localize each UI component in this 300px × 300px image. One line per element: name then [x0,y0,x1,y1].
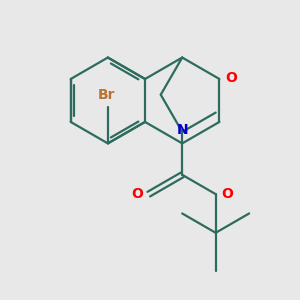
Text: O: O [222,187,233,201]
Text: O: O [225,71,237,85]
Text: Br: Br [98,88,115,102]
Text: N: N [176,123,188,137]
Text: O: O [131,187,143,201]
